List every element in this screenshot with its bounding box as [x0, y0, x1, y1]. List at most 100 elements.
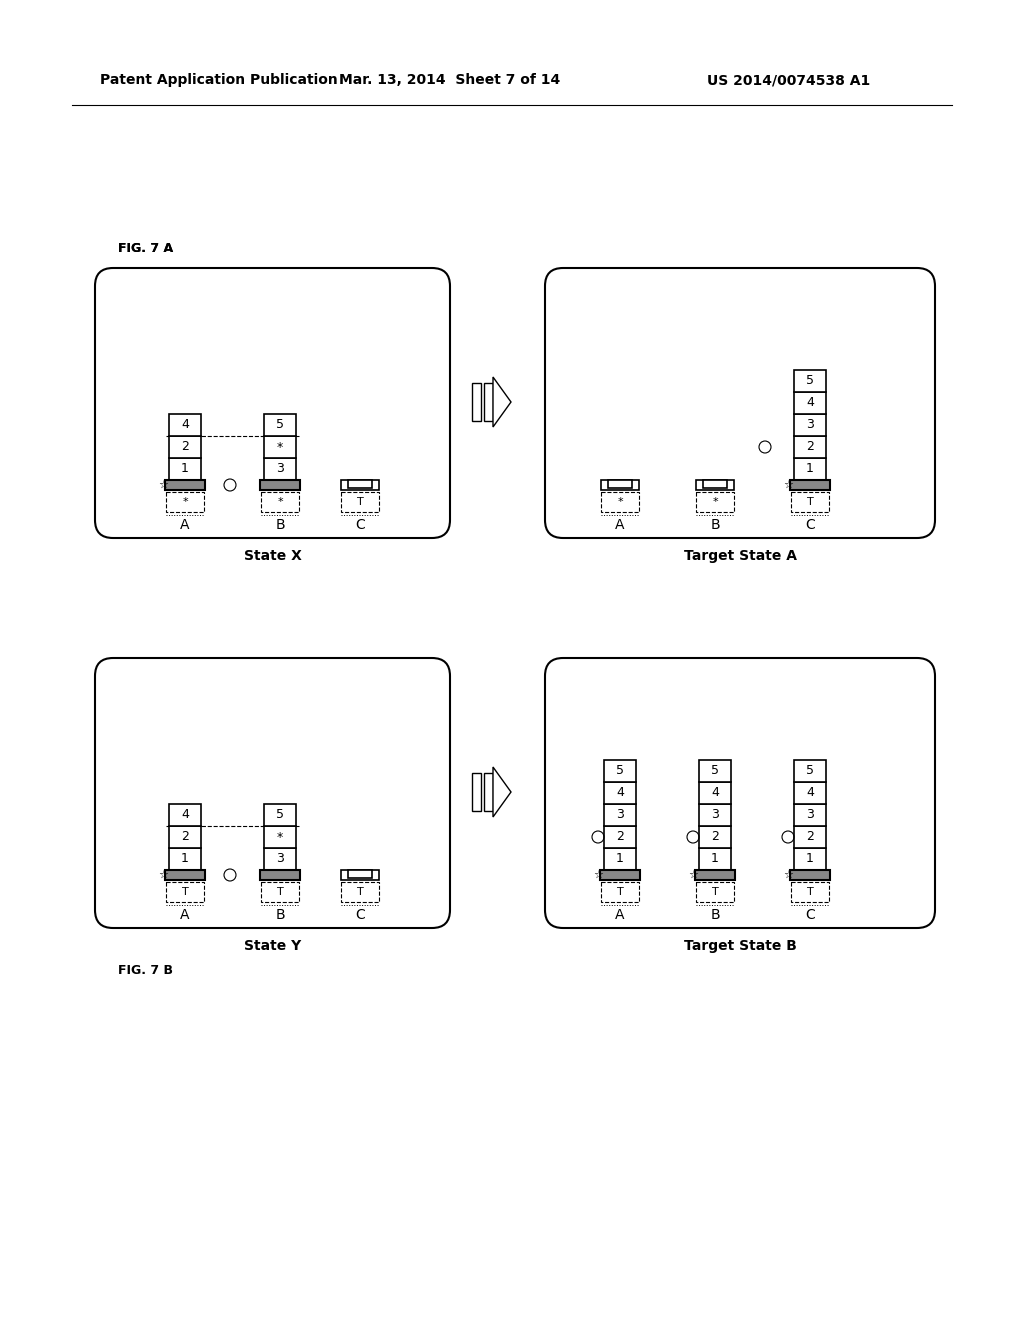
- Bar: [790, 480, 830, 490]
- Text: B: B: [711, 517, 720, 532]
- Bar: [169, 414, 201, 436]
- Bar: [166, 492, 204, 512]
- Bar: [794, 436, 826, 458]
- Bar: [696, 882, 734, 902]
- Text: ☆: ☆: [688, 870, 698, 880]
- Text: 3: 3: [806, 418, 814, 432]
- Bar: [341, 492, 379, 512]
- Text: 2: 2: [181, 441, 189, 454]
- Text: *: *: [276, 441, 283, 454]
- Text: 2: 2: [711, 830, 719, 843]
- Bar: [794, 847, 826, 870]
- Bar: [794, 804, 826, 826]
- Text: *: *: [276, 830, 283, 843]
- Text: 2: 2: [806, 830, 814, 843]
- Text: FIG. 7 A: FIG. 7 A: [118, 242, 173, 255]
- Text: 4: 4: [806, 396, 814, 409]
- Text: 2: 2: [181, 830, 189, 843]
- Text: 3: 3: [616, 808, 624, 821]
- Text: 1: 1: [616, 853, 624, 866]
- Text: 5: 5: [276, 808, 284, 821]
- Bar: [165, 480, 205, 490]
- Text: T: T: [181, 887, 188, 898]
- Bar: [794, 370, 826, 392]
- Bar: [341, 882, 379, 902]
- Text: *: *: [278, 498, 283, 507]
- Text: State X: State X: [244, 549, 301, 564]
- Bar: [260, 870, 300, 880]
- Text: 1: 1: [181, 853, 189, 866]
- Bar: [695, 870, 735, 880]
- Text: B: B: [711, 908, 720, 921]
- Text: *: *: [617, 498, 623, 507]
- Bar: [472, 383, 481, 421]
- Bar: [601, 480, 639, 490]
- Text: Target State B: Target State B: [684, 939, 797, 953]
- Text: B: B: [275, 517, 285, 532]
- Text: 5: 5: [806, 764, 814, 777]
- Text: Patent Application Publication: Patent Application Publication: [100, 73, 338, 87]
- Bar: [484, 383, 493, 421]
- Text: Target State A: Target State A: [683, 549, 797, 564]
- Bar: [703, 480, 727, 488]
- Bar: [699, 804, 731, 826]
- Text: ☆: ☆: [783, 870, 793, 880]
- Bar: [484, 774, 493, 810]
- Bar: [264, 847, 296, 870]
- Text: 5: 5: [711, 764, 719, 777]
- Text: 3: 3: [276, 462, 284, 475]
- Text: 5: 5: [276, 418, 284, 432]
- Polygon shape: [493, 767, 511, 817]
- Text: ☆: ☆: [593, 870, 603, 880]
- Text: 1: 1: [181, 462, 189, 475]
- Bar: [264, 458, 296, 480]
- Text: T: T: [807, 887, 813, 898]
- Text: C: C: [805, 517, 815, 532]
- Bar: [696, 492, 734, 512]
- Text: State Y: State Y: [244, 939, 301, 953]
- Bar: [169, 804, 201, 826]
- Bar: [791, 492, 829, 512]
- Bar: [604, 781, 636, 804]
- Text: 5: 5: [806, 375, 814, 388]
- Bar: [608, 480, 632, 488]
- Text: ☆: ☆: [158, 870, 168, 880]
- Text: T: T: [616, 887, 624, 898]
- Text: FIG. 7 A: FIG. 7 A: [118, 242, 173, 255]
- Text: 1: 1: [806, 462, 814, 475]
- Text: *: *: [182, 498, 187, 507]
- Bar: [348, 480, 372, 488]
- Bar: [794, 826, 826, 847]
- Text: A: A: [180, 908, 189, 921]
- Bar: [169, 436, 201, 458]
- Text: 4: 4: [181, 808, 189, 821]
- Text: 4: 4: [711, 787, 719, 800]
- Bar: [794, 392, 826, 414]
- Bar: [604, 804, 636, 826]
- Text: T: T: [356, 498, 364, 507]
- Bar: [794, 458, 826, 480]
- Text: T: T: [276, 887, 284, 898]
- Text: 3: 3: [806, 808, 814, 821]
- Bar: [169, 458, 201, 480]
- Bar: [348, 870, 372, 878]
- Bar: [341, 870, 379, 880]
- Bar: [169, 847, 201, 870]
- Text: *: *: [712, 498, 718, 507]
- Bar: [261, 882, 299, 902]
- Text: C: C: [355, 908, 365, 921]
- Bar: [794, 760, 826, 781]
- Text: A: A: [615, 908, 625, 921]
- Bar: [794, 781, 826, 804]
- Bar: [604, 847, 636, 870]
- Bar: [264, 436, 296, 458]
- Text: 2: 2: [616, 830, 624, 843]
- Bar: [604, 826, 636, 847]
- Bar: [264, 414, 296, 436]
- Bar: [791, 882, 829, 902]
- Text: 1: 1: [806, 853, 814, 866]
- Text: B: B: [275, 908, 285, 921]
- Text: 5: 5: [616, 764, 624, 777]
- Bar: [699, 760, 731, 781]
- Text: 2: 2: [806, 441, 814, 454]
